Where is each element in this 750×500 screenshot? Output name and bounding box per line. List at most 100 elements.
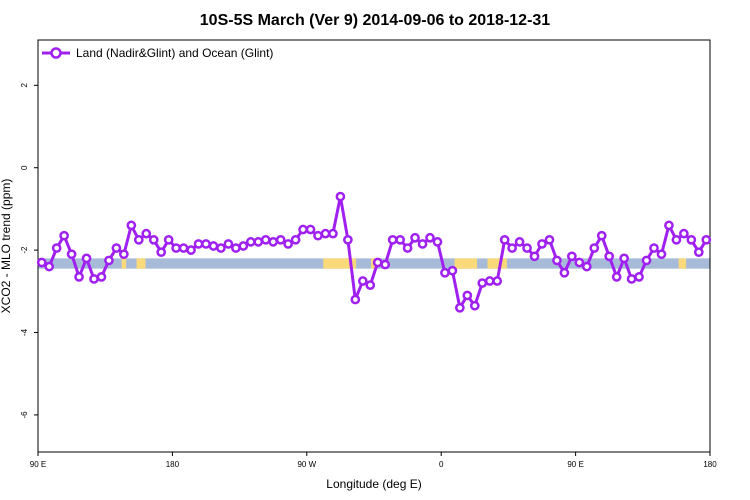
data-point bbox=[447, 265, 458, 276]
data-point bbox=[148, 234, 159, 245]
data-point bbox=[656, 249, 667, 260]
data-point bbox=[335, 191, 346, 202]
plot-area-frame bbox=[37, 39, 711, 453]
data-point bbox=[440, 267, 450, 278]
land-band-segment bbox=[487, 258, 507, 269]
data-point bbox=[36, 257, 47, 268]
data-point bbox=[186, 245, 196, 255]
data-point bbox=[290, 234, 301, 245]
data-point bbox=[455, 302, 465, 313]
data-point bbox=[133, 234, 144, 245]
x-tick-label: 90 E bbox=[567, 460, 583, 469]
x-tick-label: 180 bbox=[703, 460, 717, 469]
data-point bbox=[74, 272, 84, 282]
data-point bbox=[679, 228, 689, 239]
data-point bbox=[514, 237, 525, 247]
data-point bbox=[119, 249, 129, 260]
data-point bbox=[104, 255, 114, 266]
y-axis-ticks: 2 0 -2 -4 -6 bbox=[20, 83, 38, 419]
data-point bbox=[171, 243, 181, 253]
data-point bbox=[178, 243, 189, 253]
data-point bbox=[193, 239, 204, 249]
data-point bbox=[417, 239, 428, 249]
data-point bbox=[499, 234, 510, 245]
y-tick-label: -4 bbox=[20, 328, 29, 336]
data-point bbox=[484, 276, 495, 286]
data-point bbox=[81, 253, 92, 264]
data-point bbox=[223, 239, 234, 249]
data-point bbox=[163, 234, 174, 245]
x-axis-label: Longitude (deg E) bbox=[326, 477, 421, 491]
data-point bbox=[328, 228, 338, 239]
data-point bbox=[245, 237, 256, 247]
data-point bbox=[238, 241, 249, 251]
data-point bbox=[395, 234, 405, 245]
data-point bbox=[544, 234, 555, 245]
land-band-segment bbox=[678, 258, 687, 269]
data-point bbox=[313, 230, 323, 241]
data-point bbox=[357, 276, 368, 286]
data-point bbox=[522, 243, 532, 253]
data-point bbox=[275, 234, 286, 245]
data-point bbox=[51, 243, 62, 253]
y-tick-label: -6 bbox=[20, 411, 29, 419]
data-point bbox=[492, 276, 503, 286]
data-point bbox=[231, 243, 241, 253]
data-point bbox=[559, 267, 570, 278]
data-point bbox=[268, 237, 279, 247]
data-point bbox=[59, 230, 69, 241]
legend: Land (Nadir&Glint) and Ocean (Glint) bbox=[42, 46, 273, 60]
data-point bbox=[462, 290, 473, 301]
data-point bbox=[380, 259, 391, 270]
x-tick-label: 90 W bbox=[297, 460, 316, 469]
data-point bbox=[649, 243, 659, 253]
data-point bbox=[343, 234, 353, 245]
data-point bbox=[567, 251, 577, 262]
y-axis-label: XCO2 - MLO trend (ppm) bbox=[0, 179, 13, 314]
data-point bbox=[283, 239, 293, 249]
y-tick-label: 0 bbox=[20, 165, 29, 170]
data-point bbox=[126, 220, 137, 231]
data-point bbox=[686, 234, 697, 245]
x-tick-label: 90 E bbox=[30, 460, 46, 469]
x-axis-ticks: 90 E 180 90 W 0 90 E 180 bbox=[30, 452, 717, 469]
legend-entry-label: Land (Nadir&Glint) and Ocean (Glint) bbox=[76, 46, 273, 60]
data-point bbox=[664, 220, 674, 231]
data-point bbox=[89, 274, 99, 284]
land-band-segment bbox=[121, 258, 127, 269]
data-point bbox=[260, 234, 271, 245]
data-point bbox=[410, 232, 420, 243]
data-point bbox=[611, 272, 622, 282]
chart-title: 10S-5S March (Ver 9) 2014-09-06 to 2018-… bbox=[200, 12, 551, 29]
data-point bbox=[641, 255, 652, 266]
land-band-segment bbox=[136, 258, 146, 269]
data-point bbox=[469, 300, 480, 311]
data-point bbox=[201, 239, 211, 249]
data-point bbox=[216, 243, 226, 253]
x-tick-label: 0 bbox=[439, 460, 444, 469]
data-point bbox=[402, 243, 413, 253]
data-point bbox=[44, 261, 55, 272]
legend-marker bbox=[50, 47, 62, 59]
data-point bbox=[387, 234, 398, 245]
data-point bbox=[537, 239, 547, 249]
data-point bbox=[619, 253, 629, 264]
land-band-segment bbox=[454, 258, 478, 269]
data-point bbox=[574, 257, 585, 268]
x-tick-label: 180 bbox=[166, 460, 180, 469]
data-point bbox=[365, 280, 376, 290]
y-tick-label: -2 bbox=[20, 246, 29, 254]
data-point bbox=[111, 243, 122, 253]
data-point bbox=[596, 230, 607, 241]
land-band-segment bbox=[323, 258, 357, 269]
data-point bbox=[604, 251, 615, 262]
data-point bbox=[66, 249, 77, 260]
data-point bbox=[589, 243, 600, 253]
data-point bbox=[701, 234, 712, 245]
data-point bbox=[141, 228, 152, 239]
data-point bbox=[372, 257, 383, 268]
data-point bbox=[477, 278, 488, 288]
data-point bbox=[552, 255, 562, 266]
data-point bbox=[96, 272, 107, 282]
